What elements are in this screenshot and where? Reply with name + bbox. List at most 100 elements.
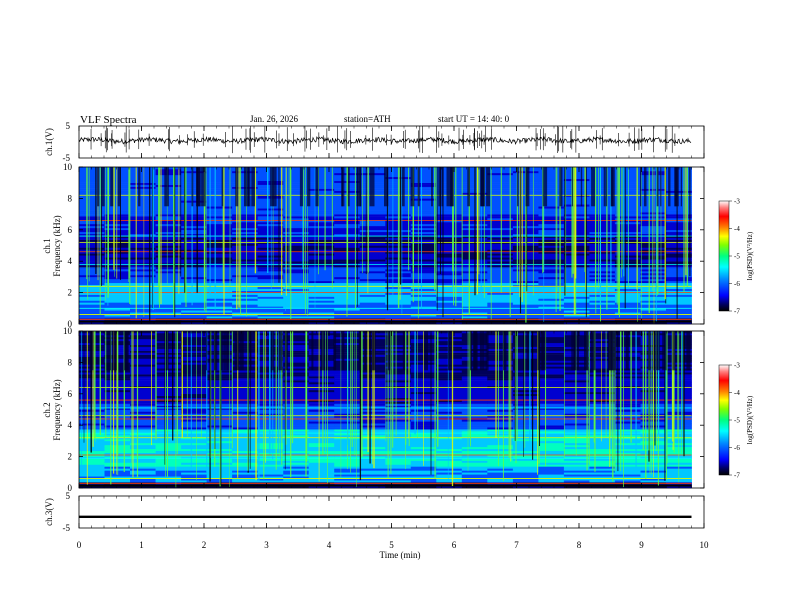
spectrogram-cell	[614, 255, 641, 258]
spectrogram-cell	[206, 257, 233, 260]
spectrogram-cell	[104, 223, 131, 227]
spectrogram-cell	[359, 385, 386, 389]
spectrogram-cell	[614, 374, 641, 377]
spectrogram-cell	[283, 221, 310, 225]
spectrogram-cell	[155, 478, 182, 481]
spectrogram-cell	[563, 237, 590, 240]
spectrogram-cell	[538, 190, 565, 193]
spectrogram-cell	[538, 206, 565, 209]
spectrogram-cell	[436, 374, 463, 377]
spectrogram-cell	[104, 221, 131, 225]
spectrogram-cell	[589, 300, 616, 303]
spectrogram-cell	[614, 253, 641, 256]
spectrogram-cell	[614, 223, 641, 227]
spectrogram-cell	[385, 448, 412, 452]
spectrogram-cell	[666, 204, 692, 207]
spectrogram-cell	[283, 186, 310, 189]
spectrogram-cell	[589, 456, 616, 459]
spectrogram-cell	[79, 225, 105, 229]
spectrogram-cell	[232, 486, 258, 489]
spectrogram-cell	[487, 196, 514, 199]
spectrogram-cell	[589, 172, 616, 176]
spectrogram-cell	[130, 460, 156, 463]
spectrogram-cell	[614, 433, 641, 436]
spectrogram-cell	[589, 247, 616, 250]
spectrogram-cell	[232, 229, 258, 233]
spectrogram-cell	[614, 198, 641, 201]
spectrogram-cell	[512, 387, 539, 391]
spectrogram-cell	[410, 280, 437, 284]
spectrogram-cell	[155, 415, 182, 418]
spectrogram-cell	[589, 218, 616, 221]
spectrogram-cell	[283, 273, 310, 276]
spectrogram-cell	[666, 273, 692, 276]
spectrogram-cell	[614, 389, 641, 393]
spectrogram-cell	[155, 221, 182, 225]
spectrogram-cell	[79, 180, 105, 183]
spectrogram-cell	[614, 174, 641, 178]
spectrogram-ytick-label: 8	[68, 357, 73, 367]
spectrogram-cell	[155, 239, 182, 242]
spectrogram-cell	[589, 435, 616, 438]
spectrogram-cell	[283, 225, 310, 229]
spectrogram-cell	[436, 395, 463, 399]
ch2-spectrogram-image	[79, 331, 692, 489]
spectrogram-cell	[232, 364, 258, 367]
spectrogram-cell	[79, 296, 105, 299]
spectrogram-cell	[79, 170, 105, 174]
spectrogram-cell	[359, 235, 386, 238]
spectrogram-cell	[308, 468, 335, 471]
spectrogram-cell	[666, 235, 692, 238]
spectrogram-cell	[130, 229, 156, 233]
spectrogram-cell	[232, 338, 258, 342]
spectrogram-cell	[512, 352, 539, 355]
spectrogram-cell	[563, 269, 590, 272]
spectrogram-cell	[206, 302, 233, 305]
spectrogram-cell	[232, 304, 258, 307]
spectrogram-cell	[232, 378, 258, 381]
spectrogram-cell	[181, 231, 207, 235]
spectrogram-cell	[614, 290, 641, 293]
spectrogram-cell	[181, 399, 207, 402]
spectrogram-cell	[589, 184, 616, 187]
spectrogram-cell	[614, 167, 641, 170]
spectrogram-cell	[130, 478, 156, 481]
spectrogram-cell	[206, 182, 233, 185]
spectrogram-cell	[283, 346, 310, 349]
spectrogram-cell	[538, 376, 565, 379]
spectrogram-cell	[563, 255, 590, 258]
spectrogram-cell	[104, 273, 131, 276]
xtick-label: 8	[577, 540, 582, 550]
spectrogram-dark-patch	[668, 167, 671, 207]
spectrogram-cell	[257, 253, 284, 256]
spectrogram-cell	[487, 334, 514, 338]
spectrogram-cell	[563, 188, 590, 191]
spectrogram-cell	[232, 435, 258, 438]
spectrogram-cell	[614, 190, 641, 193]
spectrogram-cell	[181, 458, 207, 461]
spectrogram-cell	[334, 322, 361, 325]
spectrogram-cell	[79, 294, 105, 297]
spectrogram-cell	[487, 486, 514, 489]
spectrogram-cell	[614, 466, 641, 469]
spectrogram-cell	[206, 331, 233, 334]
spectrogram-cell	[563, 360, 590, 363]
spectrogram-cell	[640, 223, 667, 227]
spectrogram-cell	[257, 314, 284, 317]
spectrogram-cell	[589, 340, 616, 344]
spectrogram-cell	[206, 346, 233, 349]
spectrogram-cell	[181, 235, 207, 238]
spectrogram-cell	[79, 468, 105, 471]
spectrogram-cell	[538, 378, 565, 381]
spectrogram-cell	[130, 190, 156, 193]
spectrogram-cell	[666, 282, 692, 286]
spectrogram-ytick-label: 6	[68, 225, 73, 235]
spectrogram-dark-patch	[640, 167, 642, 207]
spectrogram-cell	[436, 225, 463, 229]
spectrogram-cell	[512, 472, 539, 475]
spectrogram-cell	[130, 259, 156, 262]
spectrogram-cell	[181, 405, 207, 408]
spectrogram-cell	[512, 391, 539, 395]
spectrogram-cell	[640, 245, 667, 248]
spectrogram-cell	[614, 231, 641, 235]
